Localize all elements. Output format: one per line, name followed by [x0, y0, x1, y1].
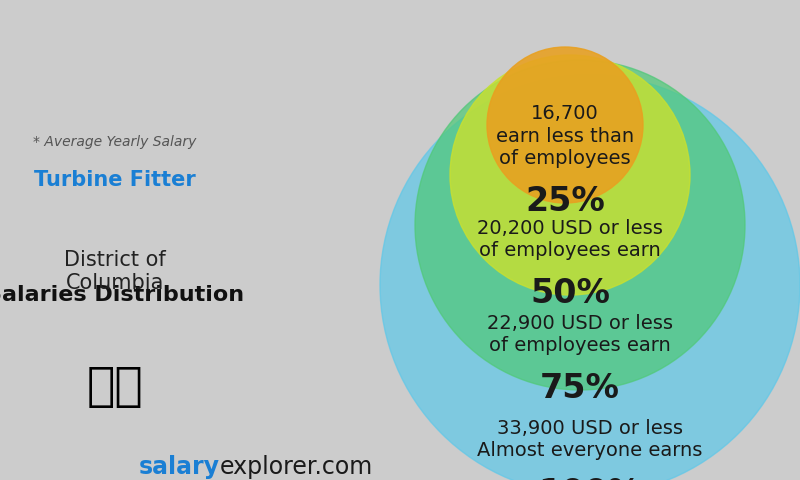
Text: 16,700: 16,700 [531, 104, 599, 123]
Text: Almost everyone earns: Almost everyone earns [478, 441, 702, 460]
Text: 🇺🇸: 🇺🇸 [86, 365, 143, 410]
Circle shape [487, 47, 643, 203]
Circle shape [450, 55, 690, 295]
Text: of employees earn: of employees earn [489, 336, 671, 355]
Text: 50%: 50% [530, 277, 610, 310]
Text: of employees: of employees [499, 149, 631, 168]
Text: of employees earn: of employees earn [479, 241, 661, 260]
Text: 25%: 25% [525, 185, 605, 218]
Text: 75%: 75% [540, 372, 620, 405]
Text: earn less than: earn less than [496, 127, 634, 145]
Text: * Average Yearly Salary: * Average Yearly Salary [34, 135, 197, 149]
Circle shape [380, 75, 800, 480]
Circle shape [415, 60, 745, 390]
Text: District of
Columbia: District of Columbia [64, 250, 166, 293]
Text: 20,200 USD or less: 20,200 USD or less [477, 218, 663, 238]
Text: Salaries Distribution: Salaries Distribution [0, 285, 244, 305]
Text: 100%: 100% [538, 477, 642, 480]
Text: Turbine Fitter: Turbine Fitter [34, 170, 196, 190]
Text: explorer.com: explorer.com [220, 455, 374, 479]
Text: salary: salary [139, 455, 220, 479]
Text: 22,900 USD or less: 22,900 USD or less [487, 313, 673, 333]
Text: 33,900 USD or less: 33,900 USD or less [497, 419, 683, 438]
